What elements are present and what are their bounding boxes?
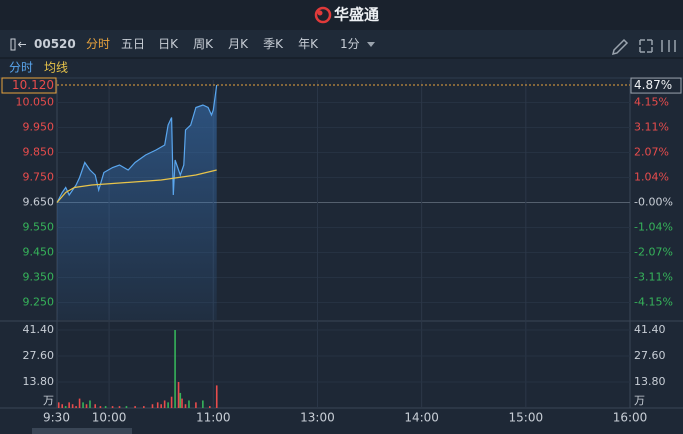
volume-bar — [160, 404, 162, 408]
volume-bar — [118, 406, 121, 408]
tab[interactable]: 年K — [298, 37, 319, 51]
y-tick-label: 9.550 — [23, 221, 55, 234]
volume-bar — [184, 404, 187, 408]
legend-line: 分时 — [9, 61, 33, 75]
tab[interactable]: 五日 — [121, 37, 145, 51]
volume-bar — [78, 398, 81, 408]
volume-bar — [85, 404, 88, 408]
y2-tick-label: 4.15% — [634, 95, 669, 108]
volume-bar — [68, 402, 70, 408]
brand-name: 华盛通 — [334, 6, 379, 24]
volume-bar — [202, 400, 204, 408]
tab[interactable]: 日K — [158, 37, 179, 51]
y2-tick-label: -2.07% — [634, 245, 673, 258]
y-tick-label: 9.450 — [23, 246, 55, 259]
volume-tick-label: 13.80 — [23, 375, 55, 388]
volume-bar — [209, 406, 211, 408]
tab[interactable]: 月K — [228, 37, 249, 51]
volume-bar — [143, 406, 145, 408]
header-bar — [0, 0, 683, 30]
volume-bar — [174, 330, 176, 408]
x-tick-label: 11:00 — [196, 411, 231, 425]
volume-tick-label: 27.60 — [23, 349, 55, 362]
volume-unit-right: 万 — [634, 394, 645, 407]
y-tick-label: 9.750 — [23, 171, 55, 184]
y-tick-label: 10.050 — [16, 96, 55, 109]
y-tick-label: 9.850 — [23, 146, 55, 159]
volume-bar — [57, 402, 60, 408]
volume-bar — [177, 382, 180, 408]
x-tick-label: 15:00 — [509, 411, 544, 425]
y-tick-label: 9.350 — [23, 271, 55, 284]
volume-bar — [64, 406, 67, 408]
volume-bar — [82, 402, 84, 408]
x-tick-label: 14:00 — [404, 411, 439, 425]
average-line — [56, 169, 217, 203]
price-line — [56, 84, 218, 203]
y-tick-label: 9.650 — [23, 196, 55, 209]
y2-tick-label: 3.11% — [634, 121, 669, 134]
last-price-box — [1, 77, 57, 94]
volume-bar — [111, 406, 114, 408]
volume-bar — [215, 385, 218, 408]
y2-tick-label: -1.04% — [634, 221, 673, 234]
fullscreen-icon[interactable] — [639, 39, 653, 53]
volume-bar — [163, 400, 166, 408]
volume-tick-label-right: 41.40 — [634, 323, 666, 336]
volume-bar — [134, 406, 136, 408]
symbol: 00520 — [34, 37, 76, 51]
toolbar — [0, 30, 683, 58]
x-tick-label: 9:30 — [43, 411, 70, 425]
volume-tick-label-right: 13.80 — [634, 375, 666, 388]
volume-bar — [99, 406, 102, 408]
volume-tick-label: 41.40 — [23, 323, 55, 336]
dropdown-arrow[interactable] — [367, 42, 375, 47]
volume-unit: 万 — [43, 394, 54, 407]
volume-bar — [61, 404, 64, 408]
volume-tick-label-right: 27.60 — [634, 349, 666, 362]
volume-bar — [167, 402, 169, 408]
volume-bar — [94, 404, 96, 408]
volume-bar — [156, 402, 159, 408]
y2-tick-label: -0.00% — [634, 196, 673, 209]
volume-bar — [89, 400, 91, 408]
volume-bar — [181, 398, 183, 408]
tab[interactable]: 周K — [193, 37, 214, 51]
brand-logo — [314, 6, 332, 24]
scrollbar[interactable] — [32, 428, 132, 434]
y2-tick-label: 2.07% — [634, 146, 669, 159]
volume-bar — [125, 406, 128, 408]
volume-bar — [151, 404, 154, 408]
settings-icon[interactable] — [661, 40, 676, 52]
draw-icon[interactable] — [611, 38, 629, 56]
y-tick-label: 9.950 — [23, 121, 55, 134]
y2-tick-label: -4.15% — [634, 296, 673, 309]
volume-bar — [75, 406, 77, 408]
volume-bar — [170, 396, 173, 408]
legend-avg: 均线 — [44, 61, 68, 75]
y2-tick-label: 1.04% — [634, 170, 669, 183]
x-tick-label: 10:00 — [92, 411, 127, 425]
last-pct-box — [630, 77, 682, 94]
interval-select[interactable]: 1分 — [340, 37, 360, 51]
volume-bar — [188, 400, 190, 408]
volume-bar — [104, 406, 107, 408]
price-area — [57, 85, 217, 320]
x-tick-label: 13:00 — [300, 411, 335, 425]
volume-bar — [195, 402, 197, 408]
y2-tick-label: -3.11% — [634, 271, 673, 284]
back-icon[interactable] — [10, 38, 26, 51]
volume-bar — [71, 404, 74, 408]
last-price-label: 10.120 — [12, 78, 54, 92]
last-pct-label: 4.87% — [634, 78, 672, 92]
tab[interactable]: 季K — [263, 37, 284, 51]
y-tick-label: 9.250 — [23, 296, 55, 309]
x-tick-label: 16:00 — [613, 411, 648, 425]
volume-bar — [179, 392, 182, 408]
tab[interactable]: 分时 — [86, 37, 110, 51]
